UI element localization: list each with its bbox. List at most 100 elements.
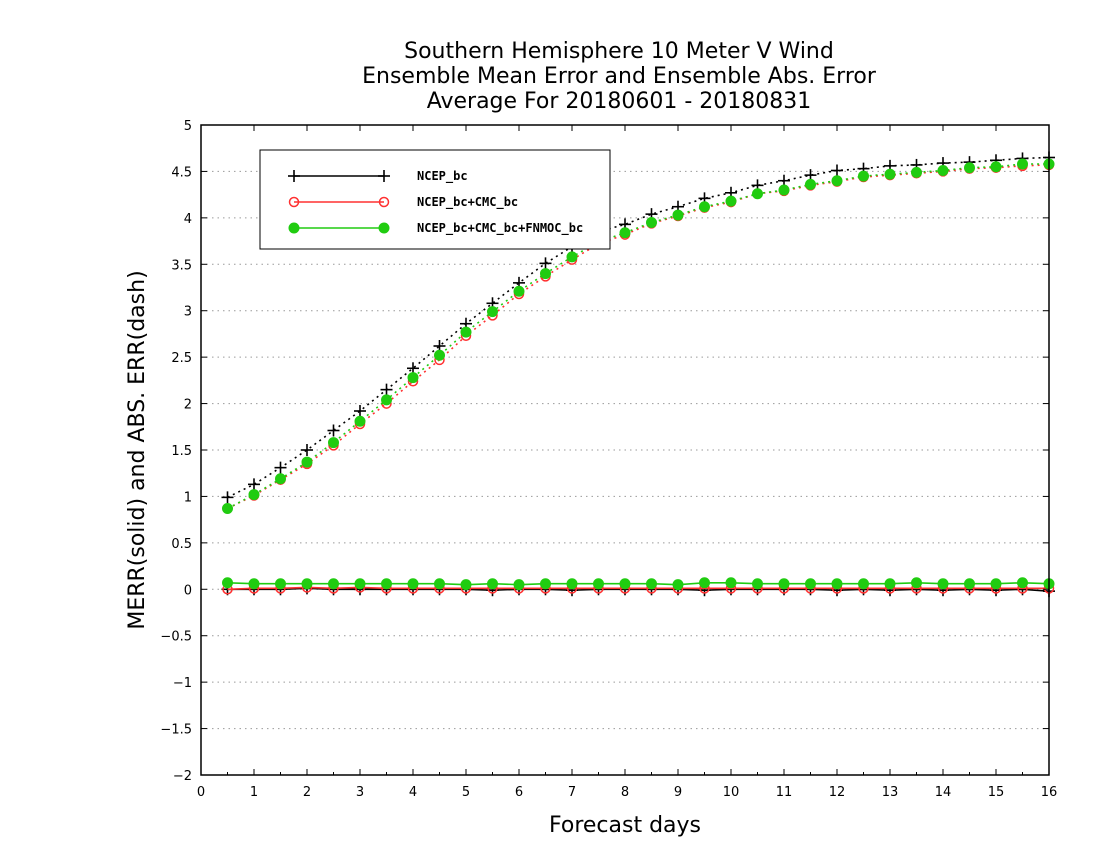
merr-point-ncep-bc-cmc-bc-fnmoc-bc <box>381 578 392 590</box>
abs-err-point-ncep-bc-cmc-bc-fnmoc-bc <box>619 227 631 239</box>
merr-point-ncep-bc-cmc-bc-fnmoc-bc <box>222 577 233 589</box>
chart-title-line: Southern Hemisphere 10 Meter V Wind <box>404 39 834 64</box>
merr-point-ncep-bc-cmc-bc-fnmoc-bc <box>275 578 286 590</box>
legend-marker <box>378 170 390 182</box>
abs-err-point-ncep-bc-cmc-bc-fnmoc-bc <box>354 415 366 427</box>
abs-err-point-ncep-bc-cmc-bc-fnmoc-bc <box>778 184 790 196</box>
abs-err-point-ncep-bc-cmc-bc-fnmoc-bc <box>699 201 710 213</box>
y-tick-label: 2.5 <box>171 351 192 366</box>
merr-point-ncep-bc-cmc-bc-fnmoc-bc <box>593 578 604 590</box>
abs-err-point-ncep-bc-cmc-bc-fnmoc-bc <box>513 285 525 297</box>
abs-err-point-ncep-bc-cmc-bc-fnmoc-bc <box>1017 158 1028 170</box>
abs-err-point-ncep-bc <box>221 491 234 504</box>
merr-point-ncep-bc-cmc-bc-fnmoc-bc <box>937 578 949 590</box>
abs-err-point-ncep-bc-cmc-bc-fnmoc-bc <box>937 165 949 176</box>
merr-point-ncep-bc-cmc-bc-fnmoc-bc <box>646 578 657 590</box>
merr-line-ncep-bc-cmc-bc-fnmoc-bc <box>227 581 1050 586</box>
abs-err-point-ncep-bc-cmc-bc-fnmoc-bc <box>540 268 551 280</box>
abs-err-point-ncep-bc <box>380 383 393 396</box>
grid <box>201 170 1049 730</box>
y-tick-label: 4.5 <box>171 165 192 180</box>
abs-err-point-ncep-bc-cmc-bc-fnmoc-bc <box>460 326 472 338</box>
legend-marker <box>378 196 390 208</box>
x-tick-label: 0 <box>197 785 205 800</box>
abs-err-point-ncep-bc <box>274 461 287 474</box>
y-tick-label: 2 <box>184 398 192 413</box>
x-tick-label: 14 <box>935 785 952 800</box>
chart-title-line: Ensemble Mean Error and Ensemble Abs. Er… <box>362 64 877 89</box>
merr-point-ncep-bc-cmc-bc-fnmoc-bc <box>858 578 869 590</box>
y-tick-label: −1.5 <box>160 723 192 738</box>
abs-err-point-ncep-bc-cmc-bc-fnmoc-bc <box>248 489 260 501</box>
merr-point-ncep-bc-cmc-bc-fnmoc-bc <box>672 579 684 591</box>
x-tick-label: 9 <box>674 785 682 800</box>
abs-err-point-ncep-bc-cmc-bc-fnmoc-bc <box>381 394 392 406</box>
legend-marker <box>378 222 390 234</box>
merr-point-ncep-bc-cmc-bc-fnmoc-bc <box>911 577 922 589</box>
abs-err-point-ncep-bc <box>248 478 260 491</box>
abs-err-point-ncep-bc-cmc-bc-fnmoc-bc <box>222 503 233 514</box>
abs-err-point-ncep-bc-cmc-bc-fnmoc-bc <box>301 456 313 468</box>
legend-entry: NCEP_bc+CMC_bc+FNMOC_bc <box>288 221 583 236</box>
axis-ticks: 0 1 2 3 4 5 6 7 8 9 10 11 12 13 14 15 16−2−1.5−1−0.500.5… <box>160 119 1057 800</box>
merr-point-ncep-bc-cmc-bc-fnmoc-bc <box>460 579 472 591</box>
merr-point-ncep-bc-cmc-bc-fnmoc-bc <box>248 578 260 590</box>
abs-err-point-ncep-bc-cmc-bc-fnmoc-bc <box>566 251 578 263</box>
abs-err-point-ncep-bc-cmc-bc-fnmoc-bc <box>487 306 498 318</box>
x-tick-label: 15 <box>988 785 1005 800</box>
abs-err-point-ncep-bc-cmc-bc-fnmoc-bc <box>884 168 896 180</box>
abs-err-point-ncep-bc-cmc-bc-fnmoc-bc <box>964 162 975 174</box>
merr-point-ncep-bc-cmc-bc-fnmoc-bc <box>301 578 313 590</box>
merr-point-ncep-bc-cmc-bc-fnmoc-bc <box>884 578 896 590</box>
x-tick-label: 4 <box>409 785 417 800</box>
abs-err-point-ncep-bc-cmc-bc-fnmoc-bc <box>328 437 339 449</box>
legend: NCEP_bc NCEP_bc+CMC_bc NCEP_bc+CMC_bc+FNMO… <box>259 149 611 250</box>
merr-point-ncep-bc-cmc-bc-fnmoc-bc <box>778 578 790 590</box>
abs-err-point-ncep-bc <box>539 257 552 270</box>
abs-err-point-ncep-bc <box>831 164 843 177</box>
abs-err-point-ncep-bc-cmc-bc-fnmoc-bc <box>672 209 684 221</box>
y-tick-label: −0.5 <box>160 630 192 645</box>
y-tick-label: 0 <box>184 583 192 598</box>
x-tick-label: 11 <box>776 785 793 800</box>
legend-entry: NCEP_bc <box>288 169 468 184</box>
merr-point-ncep-bc-cmc-bc-fnmoc-bc <box>513 579 525 591</box>
x-tick-label: 13 <box>882 785 899 800</box>
merr-point-ncep-bc-cmc-bc-fnmoc-bc <box>725 577 737 589</box>
abs-err-point-ncep-bc-cmc-bc-fnmoc-bc <box>831 175 843 187</box>
x-tick-label: 5 <box>462 785 470 800</box>
abs-err-point-ncep-bc-cmc-bc-fnmoc-bc <box>434 349 445 361</box>
abs-err-line-ncep-bc <box>227 156 1050 499</box>
x-tick-label: 12 <box>829 785 846 800</box>
y-tick-label: −2 <box>173 769 192 784</box>
abs-err-point-ncep-bc-cmc-bc-fnmoc-bc <box>275 473 286 485</box>
abs-err-point-ncep-bc-cmc-bc-fnmoc-bc <box>990 161 1002 173</box>
merr-point-ncep-bc-cmc-bc-fnmoc-bc <box>487 578 498 590</box>
abs-err-point-ncep-bc <box>301 444 313 456</box>
merr-point-ncep-bc-cmc-bc-fnmoc-bc <box>699 577 710 589</box>
y-tick-label: 3.5 <box>171 258 192 273</box>
abs-err-point-ncep-bc-cmc-bc-fnmoc-bc <box>805 178 816 190</box>
legend-marker <box>288 196 300 208</box>
x-tick-label: 8 <box>621 785 629 800</box>
abs-err-point-ncep-bc-cmc-bc-fnmoc-bc <box>858 170 869 182</box>
merr-point-ncep-bc-cmc-bc-fnmoc-bc <box>354 578 366 590</box>
x-tick-label: 7 <box>568 785 576 800</box>
y-tick-label: 0.5 <box>171 537 192 552</box>
x-tick-label: 2 <box>303 785 311 800</box>
x-tick-label: 1 <box>250 785 258 800</box>
x-tick-label: 3 <box>356 785 364 800</box>
merr-point-ncep-bc-cmc-bc-fnmoc-bc <box>1017 577 1028 589</box>
merr-point-ncep-bc-cmc-bc-fnmoc-bc <box>407 578 419 590</box>
y-tick-label: −1 <box>173 676 192 691</box>
merr-point-ncep-bc-cmc-bc-fnmoc-bc <box>831 578 843 590</box>
y-tick-label: 1.5 <box>171 444 192 459</box>
chart-title-line: Average For 20180601 - 20180831 <box>427 89 812 114</box>
merr-point-ncep-bc-cmc-bc-fnmoc-bc <box>619 578 631 590</box>
abs-err-point-ncep-bc <box>354 405 366 417</box>
y-axis-label: MERR(solid) and ABS. ERR(dash) <box>125 270 150 629</box>
x-tick-label: 6 <box>515 785 523 800</box>
y-tick-label: 3 <box>184 305 192 320</box>
merr-point-ncep-bc-cmc-bc-fnmoc-bc <box>328 578 339 590</box>
legend-entry: NCEP_bc+CMC_bc <box>288 195 518 210</box>
